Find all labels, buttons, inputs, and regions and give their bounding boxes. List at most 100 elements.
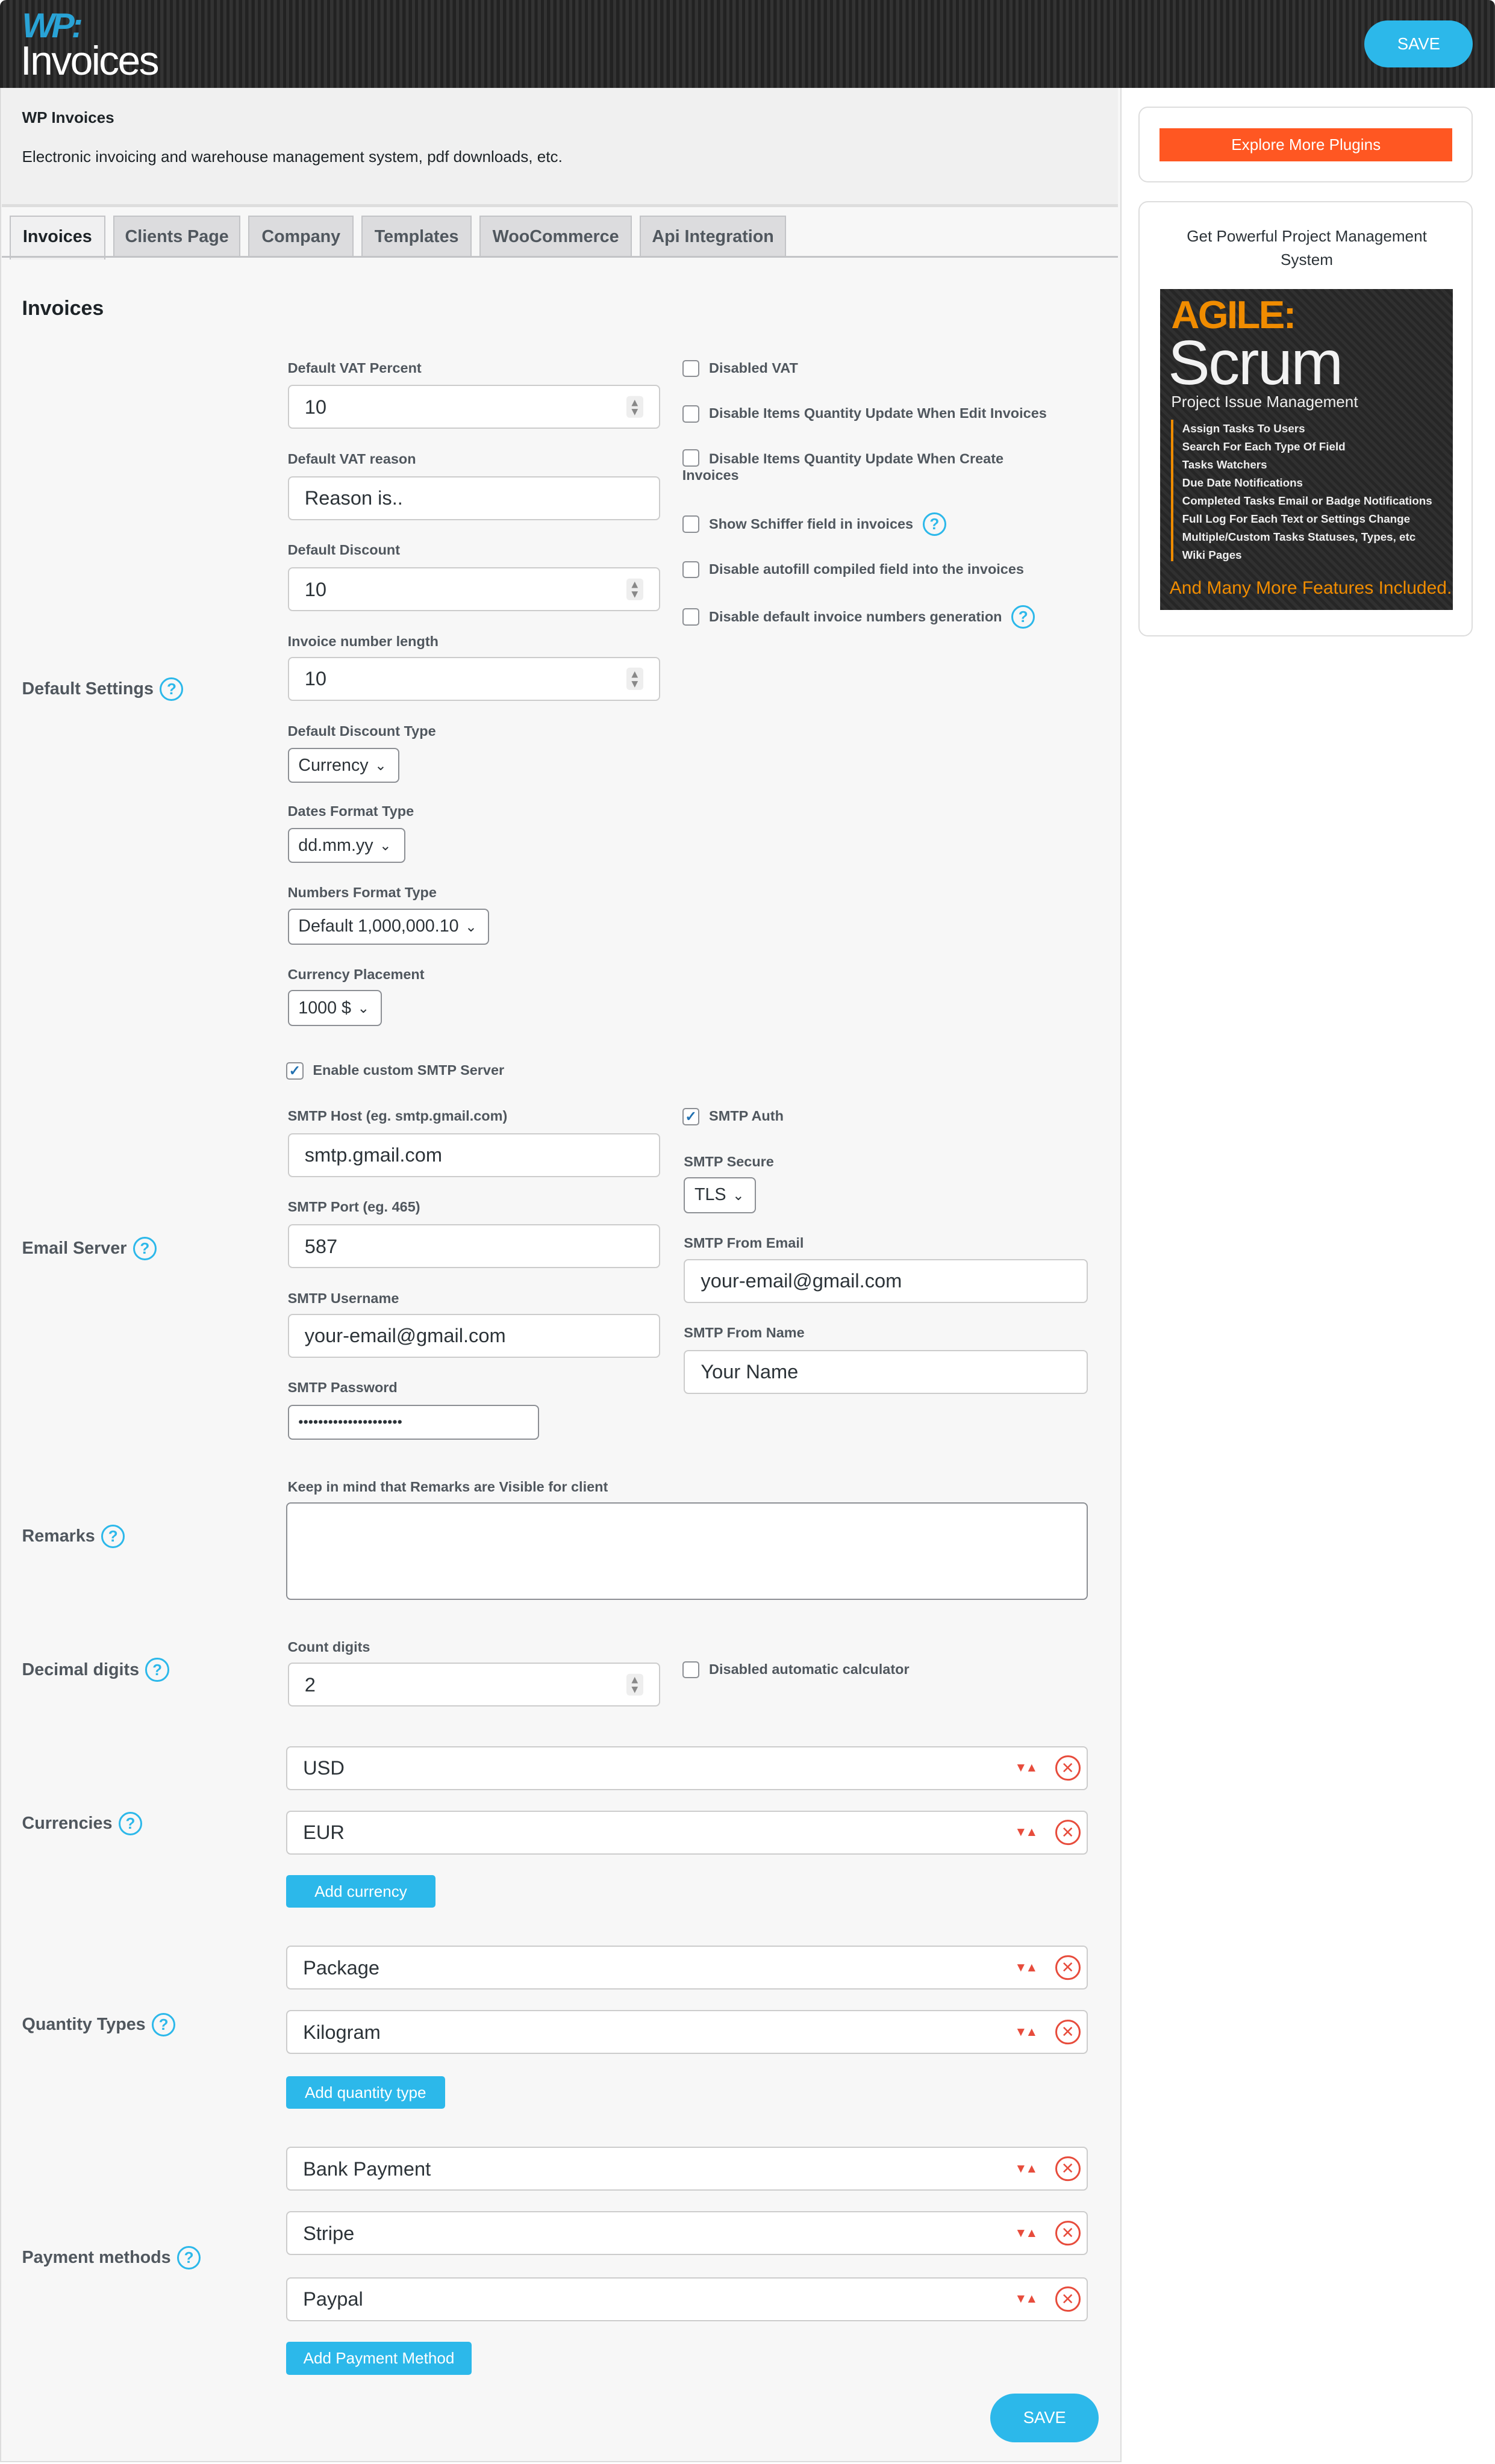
help-icon[interactable]: ? (160, 677, 184, 701)
vat-reason-input[interactable]: Reason is.. (287, 476, 661, 520)
checkbox[interactable] (682, 561, 700, 579)
tab-api-integration[interactable]: Api Integration (640, 215, 786, 257)
sort-arrows-icon[interactable]: ▼▲ (1014, 1761, 1038, 1775)
tab-woocommerce[interactable]: WooCommerce (479, 215, 632, 257)
tab-clients-page[interactable]: Clients Page (113, 215, 241, 257)
payment-method-row[interactable]: Bank Payment ▼▲ ✕ (286, 2147, 1088, 2191)
currency-placement-select[interactable]: 1000 $ ⌄ (287, 990, 382, 1027)
checkbox-disable-qty-edit[interactable]: Disable Items Quantity Update When Edit … (682, 405, 1091, 423)
checkbox[interactable] (682, 1661, 700, 1679)
discount-type-select[interactable]: Currency ⌄ (287, 748, 399, 783)
checkbox-checked[interactable]: ✓ (286, 1062, 304, 1080)
checkbox[interactable] (682, 449, 700, 467)
spinner-icon[interactable]: ▲ ▼ (626, 1673, 644, 1696)
payment-method-row[interactable]: Stripe ▼▲ ✕ (286, 2211, 1088, 2256)
help-icon[interactable]: ? (101, 1524, 125, 1548)
smtp-username-input[interactable]: your-email@gmail.com (287, 1313, 661, 1358)
add-currency-button[interactable]: Add currency (286, 1874, 435, 1908)
sort-arrows-icon[interactable]: ▼▲ (1014, 1960, 1038, 1974)
remove-icon[interactable]: ✕ (1055, 2156, 1081, 2182)
checkbox-disable-autofill[interactable]: Disable autofill compiled field into the… (682, 561, 1024, 579)
agile-scrum-ad-image[interactable]: AGILE: Scrum Project Issue Management As… (1160, 289, 1453, 610)
checkbox-smtp-auth[interactable]: ✓ SMTP Auth (682, 1107, 784, 1125)
checkbox-show-schiffer[interactable]: Show Schiffer field in invoices? (682, 512, 946, 536)
smtp-password-label: SMTP Password (287, 1380, 398, 1396)
checkbox-disable-numbers-generation[interactable]: Disable default invoice numbers generati… (682, 605, 1035, 629)
promo-title: Get Powerful Project Management System (1187, 226, 1427, 269)
smtp-secure-value: TLS (694, 1185, 726, 1205)
spinner-icon[interactable]: ▲ ▼ (626, 578, 644, 600)
smtp-from-email-label: SMTP From Email (684, 1235, 804, 1251)
help-icon[interactable]: ? (118, 1812, 142, 1836)
sort-arrows-icon[interactable]: ▼▲ (1014, 2161, 1038, 2176)
quantity-type-row[interactable]: Package ▼▲ ✕ (286, 1946, 1088, 1990)
smtp-from-email-input[interactable]: your-email@gmail.com (684, 1258, 1088, 1303)
spinner-icon[interactable]: ▲ ▼ (626, 396, 644, 418)
sort-arrows-icon[interactable]: ▼▲ (1014, 2292, 1038, 2306)
add-quantity-type-button[interactable]: Add quantity type (286, 2076, 445, 2109)
sort-arrows-icon[interactable]: ▼▲ (1014, 2024, 1038, 2039)
number-length-input[interactable]: 10 ▲ ▼ (287, 656, 661, 701)
remove-icon[interactable]: ✕ (1055, 1820, 1081, 1845)
vat-percent-input[interactable]: 10 ▲ ▼ (287, 385, 661, 429)
currency-row[interactable]: EUR ▼▲ ✕ (286, 1810, 1088, 1855)
ad-footer: And Many More Features Included.. (1169, 578, 1453, 599)
vat-reason-value: Reason is.. (304, 487, 403, 509)
quantity-type-row[interactable]: Kilogram ▼▲ ✕ (286, 2010, 1088, 2055)
chevron-down-icon: ⌄ (732, 1187, 744, 1203)
payment-method-row[interactable]: Paypal ▼▲ ✕ (286, 2277, 1088, 2321)
explore-plugins-button[interactable]: Explore More Plugins (1159, 128, 1452, 162)
remove-icon[interactable]: ✕ (1055, 2019, 1081, 2045)
remove-icon[interactable]: ✕ (1055, 2220, 1081, 2246)
sort-arrows-icon[interactable]: ▼▲ (1014, 2226, 1038, 2240)
ad-feature: Full Log For Each Text or Settings Chang… (1182, 512, 1411, 525)
checkbox-disabled-vat[interactable]: Disabled VAT (682, 359, 1091, 378)
smtp-password-input[interactable]: ••••••••••••••••••••• (287, 1405, 540, 1440)
checkbox-checked[interactable]: ✓ (682, 1107, 700, 1125)
count-digits-input[interactable]: 2 ▲ ▼ (287, 1663, 661, 1707)
checkbox[interactable] (682, 608, 700, 626)
help-icon[interactable]: ? (1011, 605, 1035, 629)
smtp-from-email-value: your-email@gmail.com (701, 1269, 902, 1292)
checkbox-label: Show Schiffer field in invoices (709, 515, 914, 532)
tab-invoices[interactable]: Invoices (9, 215, 105, 260)
add-payment-method-button[interactable]: Add Payment Method (286, 2341, 472, 2375)
checkbox[interactable] (682, 515, 700, 533)
checkbox-label: Disable default invoice numbers generati… (709, 608, 1002, 624)
help-icon[interactable]: ? (177, 2245, 201, 2270)
dates-format-select[interactable]: dd.mm.yy ⌄ (287, 828, 406, 863)
help-icon[interactable]: ? (133, 1236, 157, 1261)
chevron-down-icon: ⌄ (357, 1000, 370, 1016)
checkbox[interactable] (682, 359, 700, 378)
save-button-top[interactable]: SAVE (1364, 20, 1473, 68)
checkbox-disable-qty-create[interactable]: Disable Items Quantity Update When Creat… (682, 449, 1060, 483)
number-length-label: Invoice number length (287, 633, 439, 649)
help-icon[interactable]: ? (922, 512, 946, 536)
tab-company[interactable]: Company (248, 215, 354, 257)
ad-feature: Due Date Notifications (1182, 476, 1303, 489)
numbers-format-select[interactable]: Default 1,000,000.10 ⌄ (287, 908, 489, 945)
smtp-secure-select[interactable]: TLS ⌄ (684, 1177, 757, 1213)
dates-format-value: dd.mm.yy (298, 835, 373, 855)
checkbox[interactable] (682, 405, 700, 423)
smtp-from-name-input[interactable]: Your Name (684, 1349, 1088, 1394)
discount-input[interactable]: 10 ▲ ▼ (287, 567, 661, 612)
remarks-textarea[interactable] (286, 1502, 1088, 1600)
intro: WP Invoices Electronic invoicing and war… (1, 88, 1118, 208)
spinner-icon[interactable]: ▲ ▼ (626, 668, 644, 690)
tab-templates[interactable]: Templates (361, 215, 472, 257)
remove-icon[interactable]: ✕ (1055, 1755, 1081, 1781)
save-button-bottom[interactable]: SAVE (990, 2393, 1099, 2442)
payment-methods-text: Payment methods (22, 2247, 171, 2267)
sort-arrows-icon[interactable]: ▼▲ (1014, 1825, 1038, 1840)
remove-icon[interactable]: ✕ (1055, 2286, 1081, 2312)
help-icon[interactable]: ? (152, 2013, 176, 2037)
remove-icon[interactable]: ✕ (1055, 1955, 1081, 1980)
payment-method-value: Stripe (303, 2221, 355, 2244)
smtp-port-input[interactable]: 587 (287, 1224, 661, 1269)
currency-row[interactable]: USD ▼▲ ✕ (286, 1746, 1088, 1790)
help-icon[interactable]: ? (145, 1658, 169, 1682)
checkbox-enable-smtp[interactable]: ✓ Enable custom SMTP Server (286, 1062, 504, 1080)
checkbox-disable-calculator[interactable]: Disabled automatic calculator (682, 1661, 910, 1679)
smtp-host-input[interactable]: smtp.gmail.com (287, 1133, 661, 1177)
